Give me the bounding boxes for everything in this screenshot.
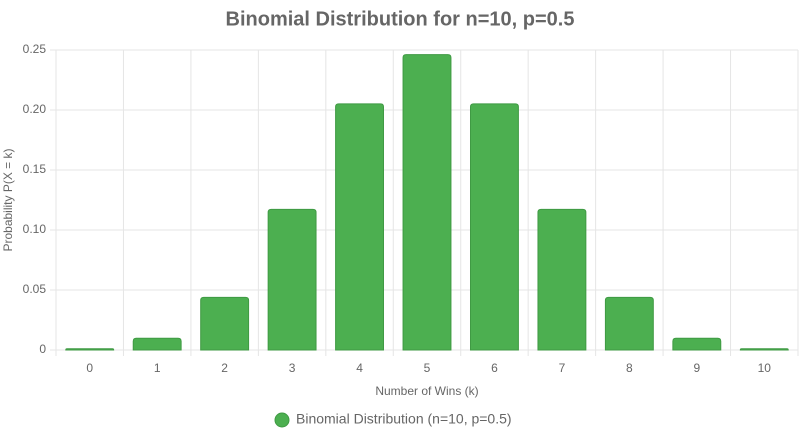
x-tick-label: 5 xyxy=(424,361,431,375)
y-tick-label: 0 xyxy=(39,342,46,356)
x-axis-label: Number of Wins (k) xyxy=(375,384,478,398)
x-tick-label: 1 xyxy=(154,361,161,375)
x-tick-label: 3 xyxy=(289,361,296,375)
bar xyxy=(537,208,587,351)
x-tick-label: 0 xyxy=(86,361,93,375)
y-tick-label: 0.05 xyxy=(23,282,47,296)
x-tick-label: 2 xyxy=(221,361,228,375)
y-tick-label: 0.25 xyxy=(23,42,47,56)
x-tick-label: 4 xyxy=(356,361,363,375)
bar xyxy=(132,337,182,351)
x-tick-label: 7 xyxy=(559,361,566,375)
legend-marker[interactable] xyxy=(274,412,290,428)
y-tick-label: 0.10 xyxy=(23,222,47,236)
legend-label[interactable]: Binomial Distribution (n=10, p=0.5) xyxy=(296,411,512,427)
bar xyxy=(739,348,789,351)
bar xyxy=(200,296,250,351)
y-axis-label: Probability P(X = k) xyxy=(1,148,15,251)
x-tick-label: 9 xyxy=(693,361,700,375)
bar xyxy=(402,54,452,351)
bar xyxy=(335,103,384,351)
bar xyxy=(470,103,519,351)
bar xyxy=(65,348,115,351)
bar xyxy=(672,337,722,351)
x-tick-label: 8 xyxy=(626,361,633,375)
x-tick-label: 6 xyxy=(491,361,498,375)
x-tick-label: 10 xyxy=(758,361,772,375)
bar xyxy=(267,208,317,351)
chart-title: Binomial Distribution for n=10, p=0.5 xyxy=(226,8,575,30)
y-tick-label: 0.15 xyxy=(23,162,47,176)
y-tick-label: 0.20 xyxy=(23,102,47,116)
bar xyxy=(604,296,654,351)
